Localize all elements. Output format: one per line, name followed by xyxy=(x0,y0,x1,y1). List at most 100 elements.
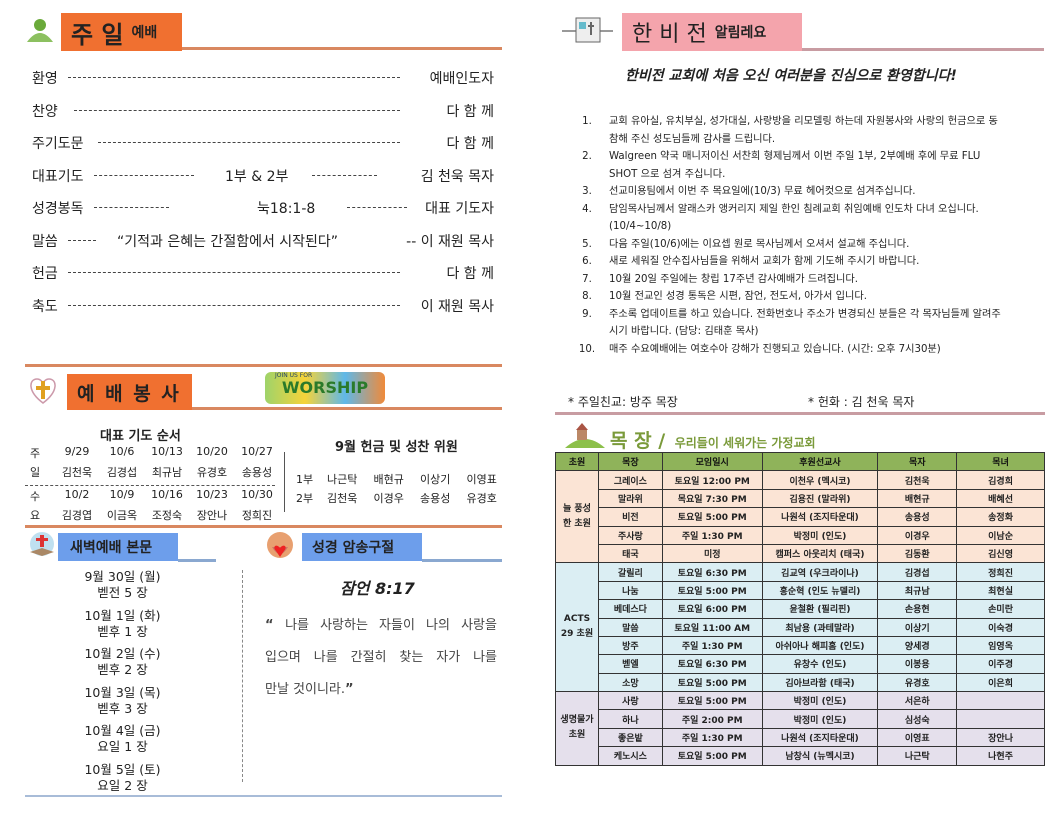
table-cell: 나원석 (조지타운대) xyxy=(761,507,879,527)
announcement-item: 7. 10월 20일 주일에는 창립 17주년 감사예배가 드려집니다. xyxy=(565,271,1005,289)
offering-name: 이영표 xyxy=(466,473,497,486)
header-title: 새벽예배 본문 xyxy=(70,540,153,556)
column-header: 목장 xyxy=(597,451,663,472)
prayer-name: 정희진 xyxy=(241,509,273,522)
table-cell: 송용성 xyxy=(877,507,958,527)
table-cell: 김경섭 xyxy=(877,562,958,582)
order-person: 다 함 께 xyxy=(446,103,494,120)
table-row: 베데스다 토요일 6:00 PM 윤철환 (필리핀) 손용현 손미란 xyxy=(555,599,1045,619)
table-cell: 최규남 xyxy=(877,580,958,601)
order-row: 헌금 다 함 께 xyxy=(32,263,494,283)
divider xyxy=(25,364,502,367)
announcement-item: 10. 매주 수요예배에는 여호수아 강해가 진행되고 있습니다. (시간: 오후… xyxy=(565,341,1005,359)
dawn-reading: 9월 30일 (월) 벧전 5 장 xyxy=(60,569,185,601)
header-subtitle: 알림레요 xyxy=(714,25,767,41)
offering-name: 김천욱 xyxy=(327,492,358,505)
table-cell: 토요일 6:30 PM xyxy=(661,654,763,674)
reading-date: 9월 30일 (월) xyxy=(84,569,161,584)
table-cell: 갈릴리 xyxy=(597,562,663,582)
table-cell: 김교역 (우크라이나) xyxy=(761,562,879,582)
table-row: 벧엘 토요일 6:30 PM 유창수 (인도) 이봉용 이주경 xyxy=(555,654,1045,674)
table-row: 소망 토요일 5:00 PM 김아브라함 (태국) 유경호 이은희 xyxy=(555,672,1045,693)
column-header: 모임일시 xyxy=(661,451,763,472)
table-row: 비전 토요일 5:00 PM 나원석 (조지타운대) 송용성 송정화 xyxy=(555,507,1045,527)
announcement-item: 8. 10월 전교인 성경 통독은 시편, 잠언, 전도서, 아가서 입니다. xyxy=(565,288,1005,306)
divider xyxy=(182,47,502,50)
table-cell: 사랑 xyxy=(597,691,663,711)
table-cell: 김동환 xyxy=(877,543,958,564)
offering-name: 나근탁 xyxy=(327,473,358,486)
order-item: 말씀 xyxy=(32,233,58,250)
order-row: 대표기도 김 천욱 목자 1부 & 2부 xyxy=(32,166,494,186)
table-cell: 이주경 xyxy=(956,654,1045,674)
sunday-worship-header: 주 일 예배 xyxy=(61,13,182,51)
welcome-message: 한비전 교회에 처음 오신 여러분을 진심으로 환영합니다! xyxy=(625,68,957,84)
prayer-date: 10/6 xyxy=(109,445,135,458)
item-number: 5. xyxy=(582,238,592,250)
table-cell: 토요일 5:00 PM xyxy=(661,691,763,711)
table-cell: 토요일 6:00 PM xyxy=(661,599,763,619)
table-cell: 최현실 xyxy=(956,580,1045,601)
offering-name: 송용성 xyxy=(420,492,451,505)
reading-text: 요일 1 장 xyxy=(97,739,148,754)
table-cell: 유경호 xyxy=(877,672,958,693)
order-row: 찬양 다 함 께 xyxy=(32,101,494,121)
table-cell: 아쉬아나 해피홈 (인도) xyxy=(761,635,879,656)
divider xyxy=(192,407,502,410)
prayer-name: 송용성 xyxy=(241,466,273,479)
order-item: 축도 xyxy=(32,298,58,315)
item-number: 6. xyxy=(582,256,592,267)
group-name: ACTS 29 초원 xyxy=(555,562,599,693)
verse-reference: 잠언 8:17 xyxy=(340,579,415,598)
header-title: 예 배 봉 사 xyxy=(77,382,181,405)
separator xyxy=(25,485,275,486)
mokjang-title: 목 장 / 우리들이 세워가는 가정교회 xyxy=(610,430,816,452)
table-row: 케노시스 토요일 5:00 PM 남창식 (뉴멕시코) 나근탁 나현주 xyxy=(555,746,1045,766)
table-row: 방주 주일 1:30 PM 아쉬아나 해피홈 (인도) 양세경 임영옥 xyxy=(555,635,1045,656)
order-person: -- 이 재원 목사 xyxy=(406,233,494,250)
prayer-date: 10/27 xyxy=(241,445,273,458)
table-row: 주사랑 주일 1:30 PM 박정미 (인도) 이경우 이남순 xyxy=(555,525,1045,545)
table-cell: 나원석 (조지타운대) xyxy=(761,727,879,748)
prayer-date: 9/29 xyxy=(64,445,90,458)
order-row: 성경봉독 대표 기도자 눅18:1-8 xyxy=(32,198,494,218)
table-cell: 토요일 6:30 PM xyxy=(661,562,763,582)
item-text: 새로 세워질 안수집사님들을 위해서 교회가 함께 기도해 주시기 바랍니다. xyxy=(609,256,920,267)
table-cell: 토요일 5:00 PM xyxy=(661,580,763,601)
prayer-date: 10/30 xyxy=(241,488,273,501)
day-label: 일 xyxy=(30,466,41,479)
table-cell: 말씀 xyxy=(597,617,663,637)
offering-name: 이상기 xyxy=(420,473,451,486)
mokjang-table: 초원 목장 모임일시 후원선교사 목자 목녀 늘 풍성한 초원 그레이스 토요일 12:00 … xyxy=(555,451,1045,766)
order-person: 다 함 께 xyxy=(446,266,494,282)
table-cell: 양세경 xyxy=(877,635,958,656)
news-header: 한 비 전 알림레요 xyxy=(622,13,802,51)
offering-name: 배현규 xyxy=(373,473,404,486)
table-cell: 박정미 (인도) xyxy=(761,709,879,729)
column-header: 목녀 xyxy=(956,451,1045,472)
table-cell: 유창수 (인도) xyxy=(761,654,879,674)
order-item: 헌금 xyxy=(32,266,58,282)
fellowship-note: * 주일친교: 방주 목장 xyxy=(568,395,678,409)
table-cell: 캠퍼스 아웃리치 (태국) xyxy=(761,543,879,564)
table-cell: 하나 xyxy=(597,709,663,729)
announcement-item: 9. 주소록 업데이트를 하고 있습니다. 전화번호나 주소가 변경되신 분들은 … xyxy=(565,306,1005,341)
item-number: 9. xyxy=(582,308,592,320)
prayer-name: 김경엽 xyxy=(61,509,93,522)
table-cell: 베데스다 xyxy=(597,599,663,619)
announcement-item: 2. Walgreen 약국 매니저이신 서찬희 형제님께서 이번 주일 1부, … xyxy=(565,148,1005,183)
item-text: 다음 주일(10/6)에는 이요셉 원로 목사님께서 오셔서 설교해 주십니다. xyxy=(609,238,910,250)
item-number: 4. xyxy=(582,203,592,215)
table-cell: 심성숙 xyxy=(877,709,958,729)
item-number: 10. xyxy=(578,343,596,355)
announcement-item: 3. 선교미용팀에서 이번 주 목요일에(10/3) 무료 헤어컷으로 섬겨주십니… xyxy=(565,183,1005,201)
dawn-reading: 10월 3일 (목) 벧후 3 장 xyxy=(60,685,185,717)
reading-text: 벧후 3 장 xyxy=(97,700,148,716)
announcement-item: 4. 담임목사님께서 알래스카 앵커리지 제일 한인 침례교회 취임예배 인도차 … xyxy=(565,201,1005,236)
prayer-date: 10/2 xyxy=(64,488,90,501)
table-cell: 이남순 xyxy=(956,525,1045,545)
header-title: 성경 암송구절 xyxy=(312,540,395,556)
table-cell: 토요일 5:00 PM xyxy=(661,507,763,527)
table-cell: 김아브라함 (태국) xyxy=(761,672,879,693)
table-cell: 남창식 (뉴멕시코) xyxy=(761,746,879,766)
